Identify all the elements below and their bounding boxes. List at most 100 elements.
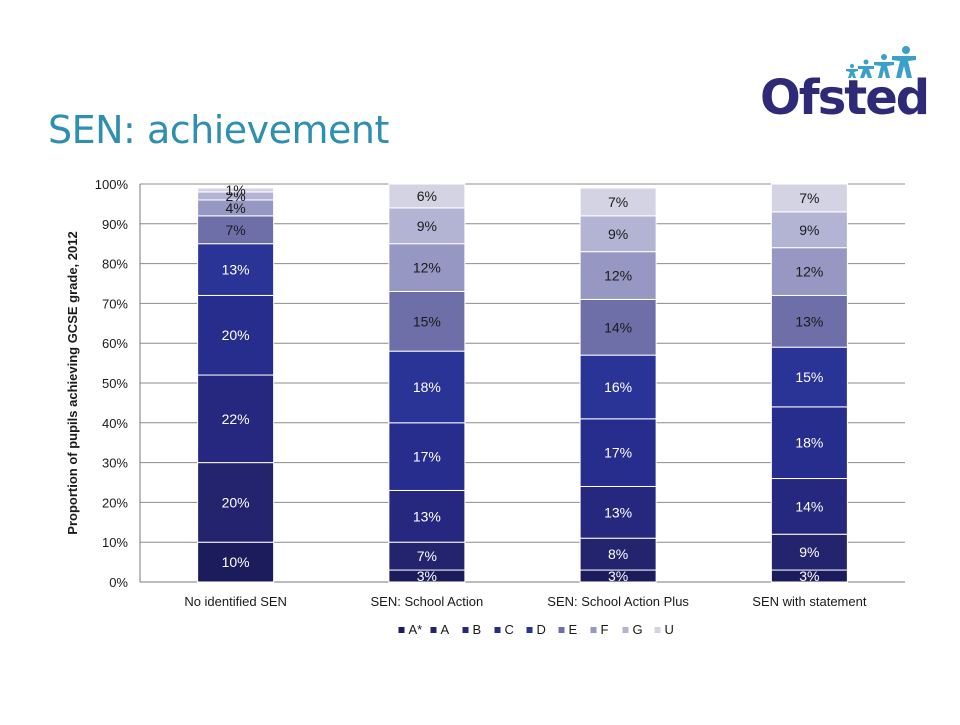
- bar-segment: [197, 215, 275, 245]
- data-label: 7%: [226, 222, 246, 238]
- y-tick-label: 90%: [102, 217, 128, 232]
- bar-segment: [770, 211, 848, 249]
- legend-swatch: [526, 627, 533, 633]
- legend-label: E: [569, 622, 578, 637]
- data-label: 13%: [604, 504, 632, 520]
- data-label: 14%: [604, 319, 632, 335]
- y-tick-label: 10%: [102, 535, 128, 550]
- data-label: 9%: [799, 544, 819, 560]
- y-tick-label: 50%: [102, 376, 128, 391]
- bar-segment: [770, 247, 848, 296]
- bar-segment: [388, 422, 466, 491]
- bar-segment: [197, 462, 275, 543]
- bar-segment: [197, 541, 275, 583]
- bar-segment: [388, 350, 466, 424]
- logo-figures-icon: [846, 46, 916, 78]
- y-tick-label: 70%: [102, 296, 128, 311]
- data-label: 18%: [413, 379, 441, 395]
- bar-segment: [388, 541, 466, 571]
- bar-segment: [388, 243, 466, 292]
- legend-label: C: [505, 622, 514, 637]
- data-label: 10%: [222, 554, 250, 570]
- legend-label: B: [473, 622, 482, 637]
- legend-swatch: [622, 627, 629, 633]
- bar-segment: [770, 294, 848, 348]
- y-tick-label: 30%: [102, 456, 128, 471]
- legend-swatch: [430, 627, 437, 633]
- data-label: 9%: [608, 226, 628, 242]
- data-label: 12%: [604, 268, 632, 284]
- bar-segment: [579, 354, 657, 420]
- data-label: 14%: [795, 498, 823, 514]
- legend-swatch: [590, 627, 597, 633]
- x-category-label: SEN with statement: [752, 594, 867, 609]
- data-label: 3%: [608, 568, 628, 584]
- legend-label: U: [665, 622, 674, 637]
- legend-label: D: [537, 622, 546, 637]
- x-category-label: No identified SEN: [184, 594, 287, 609]
- data-label: 3%: [799, 568, 819, 584]
- bar-segment: [388, 290, 466, 352]
- data-label: 17%: [604, 445, 632, 461]
- bar-segment: [197, 243, 275, 296]
- bar-segment: [770, 478, 848, 535]
- data-label: 15%: [413, 313, 441, 329]
- data-label: 9%: [799, 222, 819, 238]
- legend-swatch: [494, 627, 501, 633]
- data-label: 7%: [417, 548, 437, 564]
- bar-segment: [770, 533, 848, 571]
- bar-segment: [579, 187, 657, 217]
- x-category-label: SEN: School Action: [371, 594, 484, 609]
- bar-segment: [197, 187, 275, 193]
- data-label: 13%: [222, 262, 250, 278]
- y-tick-label: 100%: [95, 177, 129, 192]
- data-label: 1%: [226, 182, 246, 198]
- legend-label: G: [633, 622, 643, 637]
- legend-label: A*: [409, 622, 423, 637]
- logo-text: Ofsted: [760, 70, 930, 126]
- y-tick-label: 20%: [102, 495, 128, 510]
- chart-bars: 10%20%22%20%13%7%4%2%1%3%7%13%17%18%15%1…: [197, 182, 848, 584]
- y-tick-label: 60%: [102, 336, 128, 351]
- data-label: 15%: [795, 369, 823, 385]
- legend-swatch: [558, 627, 565, 633]
- bar-segment: [579, 485, 657, 539]
- data-label: 8%: [608, 546, 628, 562]
- data-label: 20%: [222, 494, 250, 510]
- bar-segment: [579, 251, 657, 300]
- legend-label: F: [601, 622, 609, 637]
- ofsted-logo: Ofsted: [760, 44, 930, 126]
- data-label: 7%: [799, 190, 819, 206]
- data-label: 12%: [413, 260, 441, 276]
- data-label: 20%: [222, 327, 250, 343]
- data-label: 22%: [222, 411, 250, 427]
- legend-swatch: [398, 627, 405, 633]
- data-label: 13%: [795, 313, 823, 329]
- bar-segment: [770, 406, 848, 480]
- data-label: 3%: [417, 568, 437, 584]
- bar-segment: [388, 489, 466, 543]
- data-label: 9%: [417, 218, 437, 234]
- y-tick-label: 0%: [109, 575, 128, 590]
- bar-segment: [579, 298, 657, 356]
- bar-segment: [579, 418, 657, 487]
- data-label: 12%: [795, 264, 823, 280]
- data-label: 4%: [226, 200, 246, 216]
- y-tick-label: 40%: [102, 416, 128, 431]
- y-tick-label: 80%: [102, 257, 128, 272]
- slide-title: SEN: achievement: [48, 108, 389, 152]
- bar-segment: [388, 183, 466, 209]
- legend-label: A: [441, 622, 450, 637]
- bar-segment: [770, 183, 848, 213]
- data-label: 16%: [604, 379, 632, 395]
- y-axis-title: Proportion of pupils achieving GCSE grad…: [65, 231, 80, 534]
- chart-axes: 0% 10% 20% 30% 40% 50% 60% 70% 80% 90% 100% No iden…: [95, 177, 905, 609]
- data-label: 17%: [413, 449, 441, 465]
- data-label: 13%: [413, 508, 441, 524]
- bar-segment: [197, 374, 275, 464]
- data-label: 7%: [608, 194, 628, 210]
- chart-legend: A* A B C D E F G U: [398, 622, 674, 637]
- data-label: 18%: [795, 435, 823, 451]
